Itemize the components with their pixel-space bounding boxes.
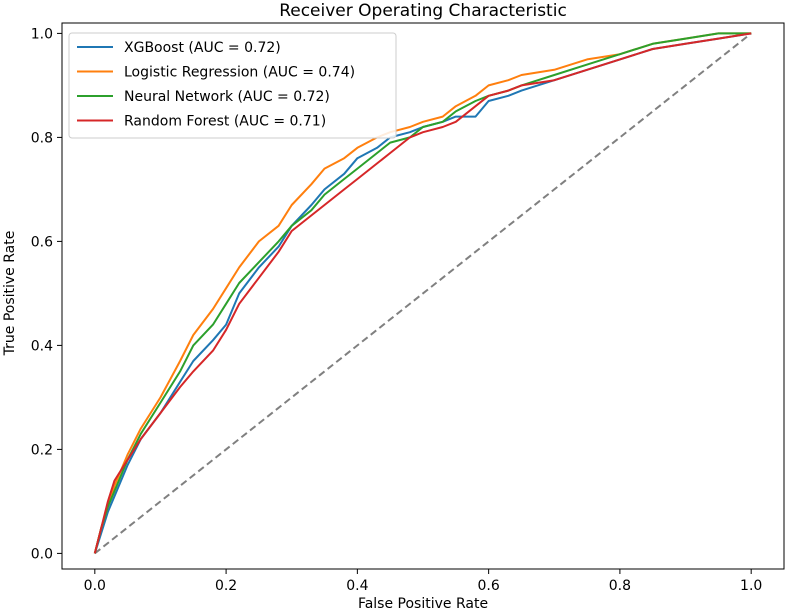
x-tick-label: 0.8 [609,578,631,594]
legend: XGBoost (AUC = 0.72) Logistic Regression … [68,32,397,139]
chart-title: Receiver Operating Characteristic [279,1,567,21]
roc-line-series-2 [93,32,752,554]
chance-diagonal-line [94,32,752,555]
roc-line-series-3 [93,32,752,554]
y-tick-label: 0.2 [31,442,53,458]
x-tick-label: 0.6 [478,578,500,594]
axis-ticks: 0.0 0.2 0.4 0.6 0.8 1.0 0.0 0.2 0.4 0.6 0.8 1.0 [31,26,763,594]
y-tick-label: 0.4 [31,338,53,354]
y-tick-label: 0.8 [31,130,53,146]
x-axis-label: False Positive Rate [358,596,488,612]
plot-area [93,32,752,555]
y-tick-label: 0.0 [31,546,53,562]
x-tick-label: 0.2 [215,578,237,594]
legend-label-series-0: XGBoost (AUC = 0.72) [124,40,281,56]
y-tick-label: 1.0 [31,26,53,42]
legend-label-series-3: Random Forest (AUC = 0.71) [124,114,326,130]
legend-box [68,32,397,139]
y-tick-label: 0.6 [31,234,53,250]
y-axis-label: True Positive Rate [2,231,18,357]
plot-frame [61,22,785,570]
x-tick-label: 0.0 [84,578,106,594]
x-tick-label: 0.4 [346,578,368,594]
x-tick-label: 1.0 [740,578,762,594]
legend-label-series-1: Logistic Regression (AUC = 0.74) [124,65,355,81]
roc-line-series-1 [93,32,752,554]
legend-label-series-2: Neural Network (AUC = 0.72) [124,89,330,105]
